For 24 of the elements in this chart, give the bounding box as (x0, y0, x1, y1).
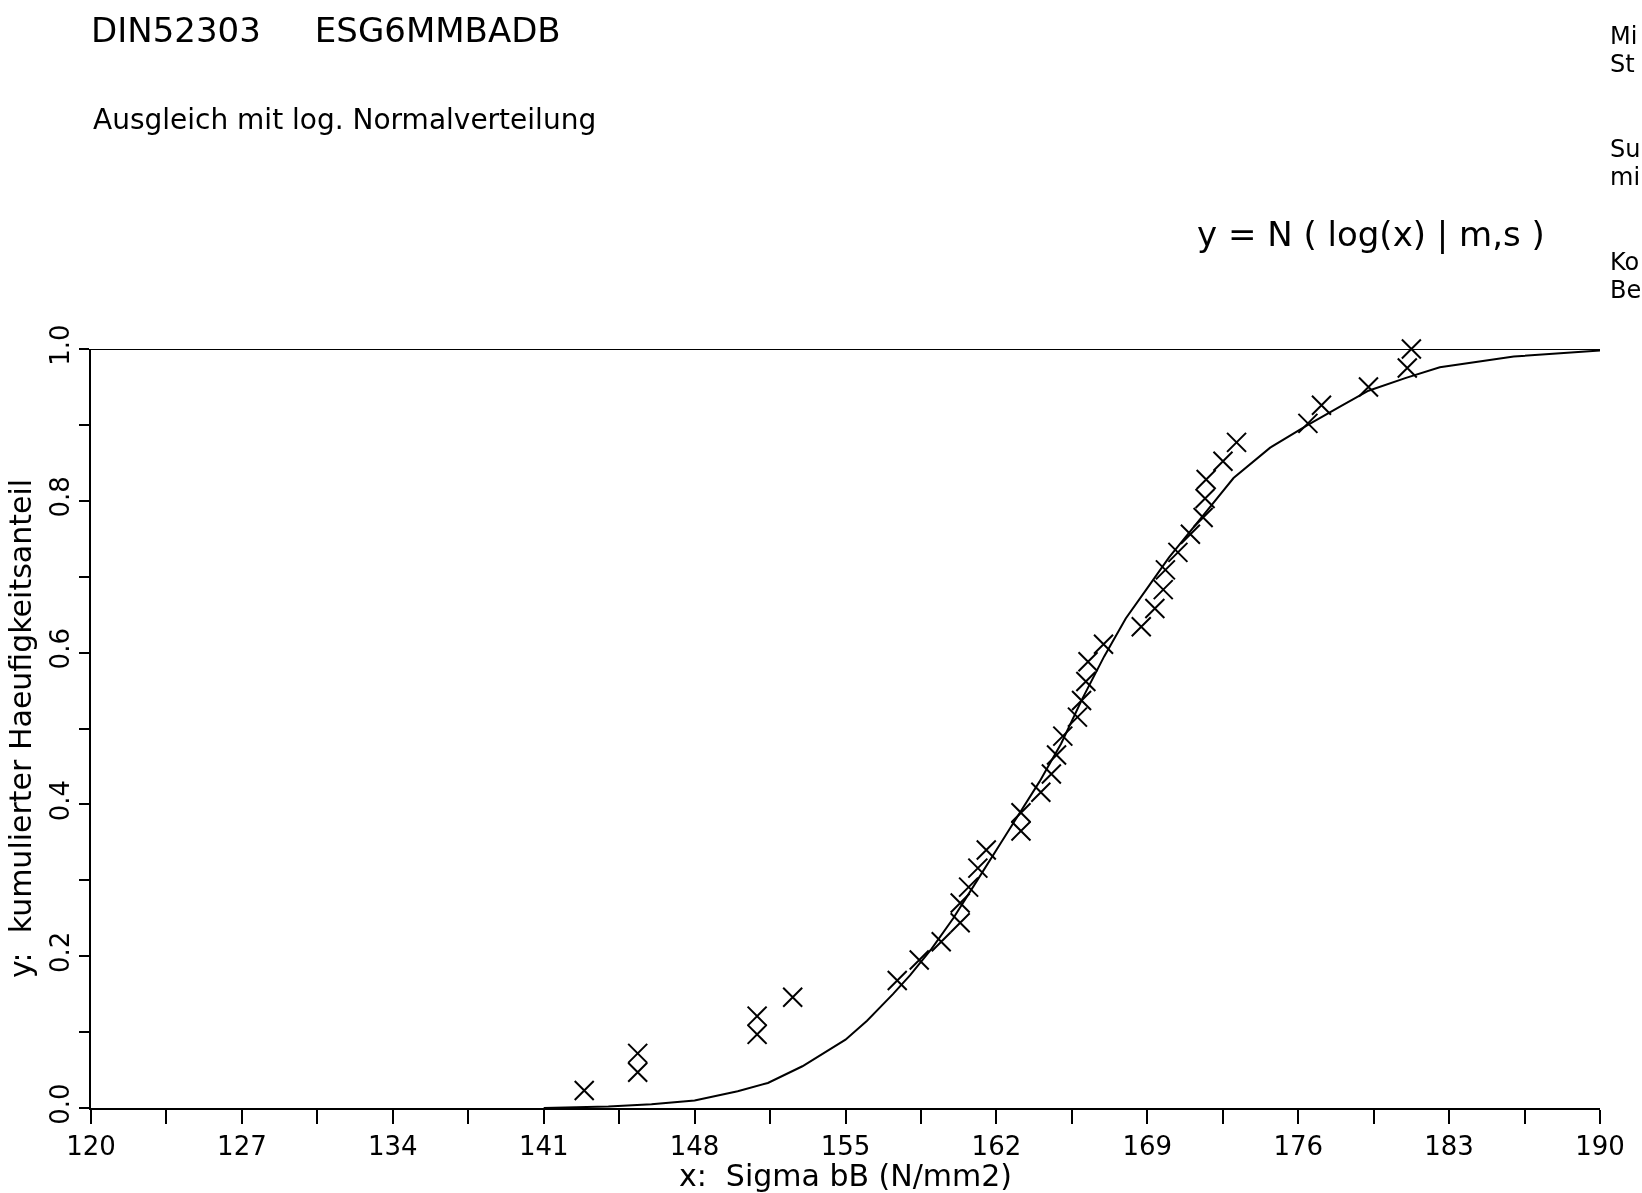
text: St (1610, 50, 1635, 78)
y-tick-label: 0.6 (44, 628, 75, 670)
y-axis-title: y: kumulierter Haeufigkeitsanteil (3, 478, 39, 979)
text: mi (1610, 163, 1641, 191)
text: Mi (1610, 22, 1638, 50)
x-tick-label: 141 (518, 1131, 569, 1162)
text: Su (1610, 135, 1641, 163)
x-tick-label: 127 (217, 1131, 267, 1162)
y-tick-label: 0.4 (44, 779, 75, 822)
x-tick-label: 169 (1122, 1131, 1173, 1162)
chart-title: DIN52303 ESG6MMBADB (91, 9, 561, 50)
x-tick-label: 120 (66, 1131, 116, 1162)
x-tick-label: 190 (1575, 1131, 1625, 1162)
x-tick-label: 183 (1424, 1131, 1474, 1162)
y-tick-label: 1.0 (44, 324, 75, 366)
y-tick-label: 0.8 (44, 476, 75, 518)
y-tick-label: 0.2 (44, 931, 75, 973)
y-tick-label: 0.0 (44, 1083, 75, 1125)
chart-subtitle: Ausgleich mit log. Normalverteilung (93, 103, 597, 136)
text: y = N ( log(x) | m,s ) (1197, 214, 1545, 254)
text: Be (1610, 276, 1642, 304)
x-tick-label: 176 (1273, 1131, 1324, 1162)
text: Ko (1610, 248, 1640, 276)
x-tick-label: 134 (367, 1131, 418, 1162)
